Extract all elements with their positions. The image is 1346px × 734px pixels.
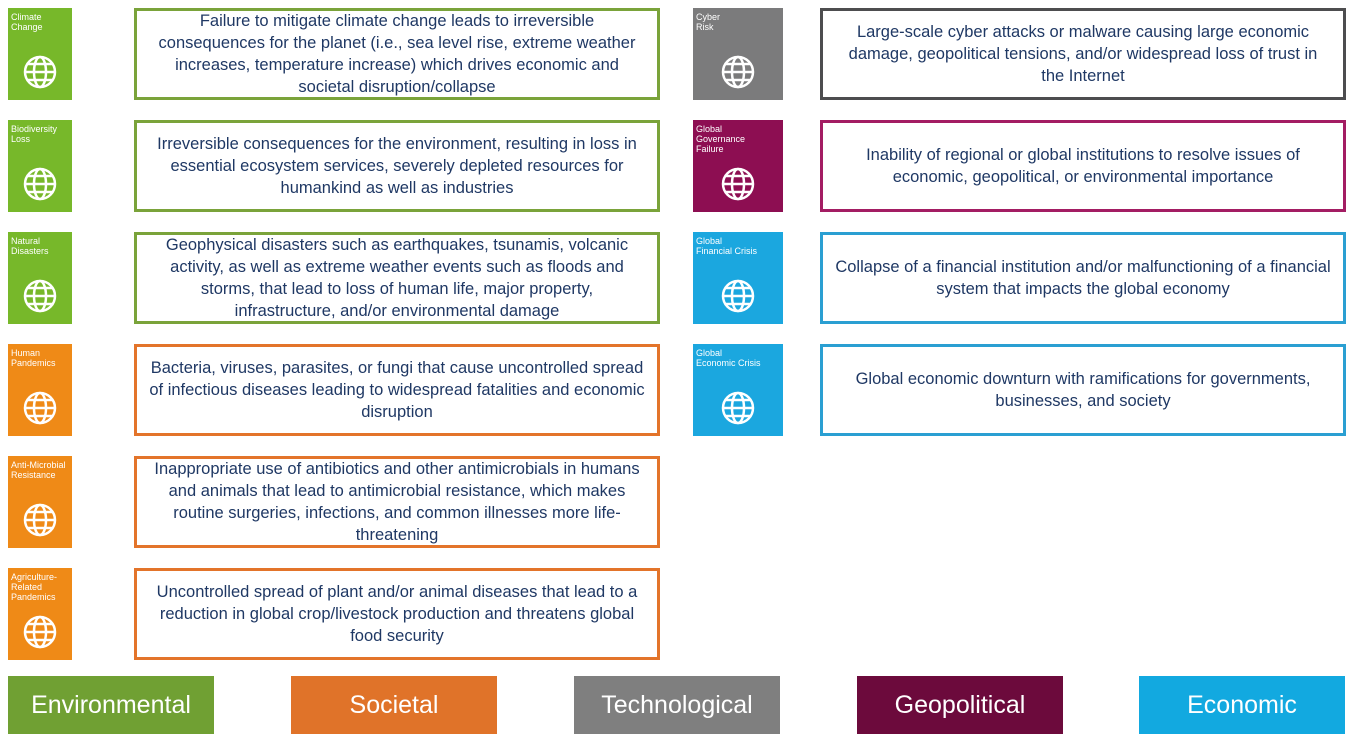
- risk-description: Bacteria, viruses, parasites, or fungi t…: [134, 344, 660, 436]
- icon-label: Cyber: [696, 12, 721, 22]
- icon-label: Pandemics: [11, 358, 56, 368]
- risk-description: Uncontrolled spread of plant and/or anim…: [134, 568, 660, 660]
- risk-icon: Global Financial Crisis: [693, 232, 783, 324]
- icon-label: Failure: [696, 144, 724, 154]
- icon-label: Human: [11, 348, 41, 358]
- icon-label: Risk: [696, 22, 714, 32]
- icon-label: Agriculture-: [11, 572, 58, 582]
- risk-icon: Cyber Risk: [693, 8, 783, 100]
- icon-glyph: [721, 55, 755, 89]
- icon-label: Climate: [11, 12, 42, 22]
- icon-label: Biodiversity: [11, 124, 58, 134]
- risk-icon: Global Economic Crisis: [693, 344, 783, 436]
- icon-label: Financial Crisis: [696, 246, 758, 256]
- legend-item: Economic: [1139, 676, 1345, 734]
- risk-icon: Agriculture- Related Pandemics: [8, 568, 72, 660]
- legend-item: Technological: [574, 676, 780, 734]
- icon-glyph: [23, 391, 57, 425]
- risk-description: Irreversible consequences for the enviro…: [134, 120, 660, 212]
- risk-icon: Climate Change: [8, 8, 72, 100]
- risk-description: Inability of regional or global institut…: [820, 120, 1346, 212]
- icon-label: Global: [696, 236, 723, 246]
- risk-description: Collapse of a financial institution and/…: [820, 232, 1346, 324]
- risk-icon: Anti-Microbial Resistance: [8, 456, 72, 548]
- legend-item: Geopolitical: [857, 676, 1063, 734]
- icon-glyph: [721, 167, 755, 201]
- icon-glyph: [23, 167, 57, 201]
- icon-label: Resistance: [11, 470, 56, 480]
- risk-icon: Natural Disasters: [8, 232, 72, 324]
- risk-icon: Global Governance Failure: [693, 120, 783, 212]
- icon-label: Global: [696, 348, 723, 358]
- icon-label: Pandemics: [11, 592, 56, 602]
- icon-glyph: [23, 55, 57, 89]
- risk-description: Geophysical disasters such as earthquake…: [134, 232, 660, 324]
- risk-icon: Human Pandemics: [8, 344, 72, 436]
- legend-item: Societal: [291, 676, 497, 734]
- risk-description: Global economic downturn with ramificati…: [820, 344, 1346, 436]
- risk-icon: Biodiversity Loss: [8, 120, 72, 212]
- icon-label: Natural: [11, 236, 41, 246]
- risk-description: Inappropriate use of antibiotics and oth…: [134, 456, 660, 548]
- icon-label: Loss: [11, 134, 31, 144]
- icon-glyph: [23, 503, 57, 537]
- icon-label: Related: [11, 582, 43, 592]
- icon-glyph: [721, 391, 755, 425]
- icon-label: Governance: [696, 134, 746, 144]
- icon-label: Economic Crisis: [696, 358, 761, 368]
- icon-label: Global: [696, 124, 723, 134]
- risk-description: Large-scale cyber attacks or malware cau…: [820, 8, 1346, 100]
- icon-glyph: [721, 279, 755, 313]
- legend-item: Environmental: [8, 676, 214, 734]
- icon-label: Disasters: [11, 246, 49, 256]
- icon-glyph: [23, 615, 57, 649]
- icon-label: Change: [11, 22, 43, 32]
- risk-description: Failure to mitigate climate change leads…: [134, 8, 660, 100]
- icon-glyph: [23, 279, 57, 313]
- icon-label: Anti-Microbial: [11, 460, 66, 470]
